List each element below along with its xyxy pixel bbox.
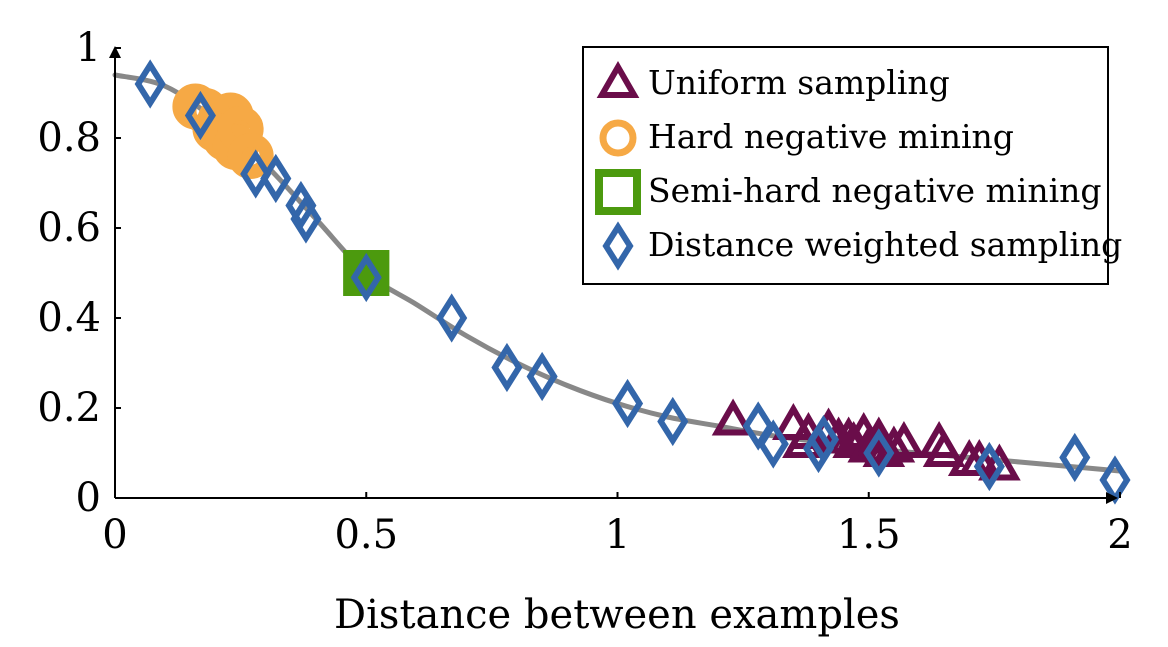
legend-square-icon — [595, 169, 641, 215]
x-tick-label: 1.5 — [837, 512, 901, 558]
x-tick-label: 0.5 — [334, 512, 398, 558]
triangle-point — [711, 398, 755, 436]
legend-diamond-icon — [602, 221, 634, 271]
legend-label: Semi-hard negative mining — [648, 171, 1102, 210]
diamond-point — [350, 252, 382, 303]
legend-box — [582, 46, 1109, 285]
diamond-point — [134, 59, 166, 109]
legend-label: Hard negative mining — [648, 117, 1014, 156]
legend-label: Uniform sampling — [648, 63, 950, 102]
legend-label: Distance weighted sampling — [648, 225, 1122, 264]
circle-point — [227, 133, 274, 179]
diamond-point — [526, 351, 558, 402]
diamond-point — [657, 396, 689, 447]
diamond-point — [757, 419, 789, 469]
triangle-point — [922, 429, 966, 468]
triangle-point — [978, 443, 1021, 481]
axes-layer: 0 0.5 1 1.5 2 0 0.2 0.4 0.6 0.8 1 — [37, 25, 1132, 558]
diamond-point — [807, 414, 840, 465]
x-tick-label: 1 — [605, 512, 630, 558]
y-tick-label: 0.6 — [37, 205, 101, 251]
diamond-point — [742, 401, 774, 451]
legend-item: Uniform sampling — [596, 60, 950, 102]
legend-item: Distance weighted sampling — [602, 221, 1122, 271]
diamond-point — [973, 441, 1005, 492]
x-tick-label: 2 — [1107, 512, 1132, 558]
diamond-point — [491, 342, 523, 393]
x-axis-arrow — [1106, 492, 1118, 504]
y-tick-label: 1 — [76, 25, 101, 71]
y-tick-label: 0 — [76, 475, 101, 521]
legend-item: Semi-hard negative mining — [595, 169, 1102, 215]
legend: Uniform sampling Hard negative mining Semi… — [582, 46, 1122, 285]
diamond-point — [290, 194, 322, 244]
y-axis-arrow — [109, 46, 121, 58]
diamond-point — [436, 293, 468, 343]
triangle-point — [882, 420, 926, 459]
legend-triangle-icon — [596, 60, 640, 99]
legend-circle-icon — [599, 119, 637, 157]
diamond-point — [1059, 432, 1091, 483]
y-tick-label: 0.2 — [37, 385, 101, 431]
y-tick-label: 0.4 — [37, 295, 101, 341]
x-axis-title: Distance between examples — [334, 592, 900, 638]
diamond-point — [863, 428, 895, 478]
diamond-point — [240, 149, 272, 199]
diamond-point — [260, 153, 292, 204]
legend-item: Hard negative mining — [599, 117, 1014, 157]
diamond-point — [612, 378, 644, 429]
y-tick-label: 0.8 — [37, 115, 101, 161]
x-tick-label: 0 — [102, 512, 127, 558]
diamond-point — [184, 90, 216, 141]
triangle-point — [772, 402, 815, 441]
